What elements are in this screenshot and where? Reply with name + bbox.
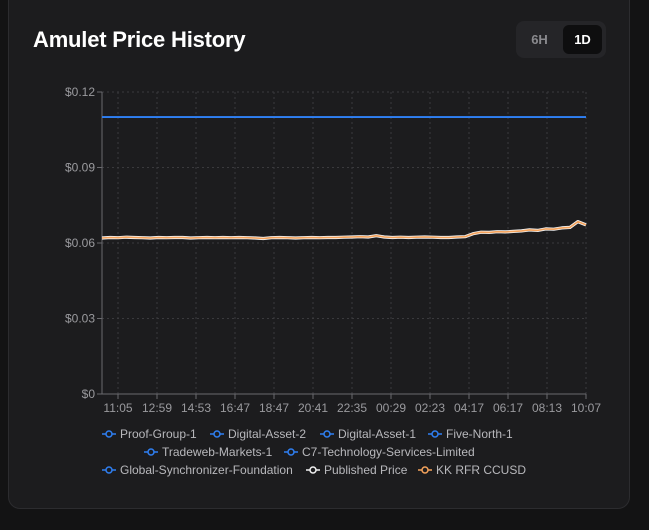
y-tick-label: $0.03 — [65, 312, 95, 326]
legend-item[interactable]: Tradeweb-Markets-1 — [144, 445, 273, 459]
chart-series — [101, 116, 587, 241]
legend-label: Digital-Asset-2 — [228, 427, 306, 441]
x-tick-label: 11:05 — [103, 401, 132, 415]
legend-label: Tradeweb-Markets-1 — [162, 445, 273, 459]
legend-swatch-dot — [147, 448, 155, 456]
x-tick-label: 02:23 — [415, 401, 445, 415]
legend-item[interactable]: C7-Technology-Services-Limited — [284, 445, 475, 459]
legend-label: Global-Synchronizer-Foundation — [120, 463, 293, 477]
range-toggle: 6H 1D — [516, 21, 606, 58]
chart-axes: $0 $0.03 $0.06 $0.09 $0.12 11:05 12:59 14:53 16:… — [65, 85, 601, 415]
legend-swatch-dot — [431, 430, 439, 438]
legend-item[interactable]: Five-North-1 — [428, 427, 513, 441]
chart-title: Amulet Price History — [33, 27, 246, 52]
y-tick-label: $0.12 — [65, 85, 95, 99]
chart-grid — [102, 91, 587, 394]
x-tick-label: 12:59 — [142, 401, 172, 415]
legend-label: Published Price — [324, 463, 408, 477]
legend-swatch-dot — [105, 430, 113, 438]
x-tick-label: 16:47 — [220, 401, 250, 415]
legend-item[interactable]: KK RFR CCUSD — [418, 463, 526, 477]
legend-label: C7-Technology-Services-Limited — [302, 445, 475, 459]
legend-swatch-dot — [309, 466, 317, 474]
range-1d-button[interactable]: 1D — [563, 25, 602, 54]
x-tick-label: 04:17 — [454, 401, 484, 415]
x-tick-label: 20:41 — [298, 401, 328, 415]
range-6h-button[interactable]: 6H — [531, 32, 548, 47]
x-tick-label: 00:29 — [376, 401, 406, 415]
legend-swatch-dot — [421, 466, 429, 474]
legend-swatch-dot — [323, 430, 331, 438]
series-line-kk-rfr-ccusd — [101, 220, 587, 240]
x-tick-label: 08:13 — [532, 401, 562, 415]
chart-legend: Proof-Group-1 Digital-Asset-2 Digital-Asse… — [102, 427, 526, 477]
x-tick-label: 18:47 — [259, 401, 289, 415]
y-tick-label: $0.09 — [65, 161, 95, 175]
y-tick-label: $0 — [82, 387, 96, 401]
x-tick-label: 14:53 — [181, 401, 211, 415]
y-tick-label: $0.06 — [65, 236, 95, 250]
x-tick-label: 10:07 — [571, 401, 601, 415]
legend-label: KK RFR CCUSD — [436, 463, 526, 477]
legend-swatch-dot — [287, 448, 295, 456]
legend-label: Five-North-1 — [446, 427, 513, 441]
legend-swatch-dot — [105, 466, 113, 474]
legend-swatch-dot — [213, 430, 221, 438]
legend-label: Proof-Group-1 — [120, 427, 197, 441]
legend-item[interactable]: Global-Synchronizer-Foundation — [102, 463, 293, 477]
series-line-published-price — [101, 220, 587, 241]
x-tick-label: 22:35 — [337, 401, 367, 415]
legend-item[interactable]: Digital-Asset-1 — [320, 427, 416, 441]
legend-item[interactable]: Proof-Group-1 — [102, 427, 197, 441]
x-tick-label: 06:17 — [493, 401, 523, 415]
legend-item[interactable]: Published Price — [306, 463, 408, 477]
price-history-card: Amulet Price History 6H 1D — [8, 0, 630, 509]
legend-item[interactable]: Digital-Asset-2 — [210, 427, 306, 441]
legend-label: Digital-Asset-1 — [338, 427, 416, 441]
